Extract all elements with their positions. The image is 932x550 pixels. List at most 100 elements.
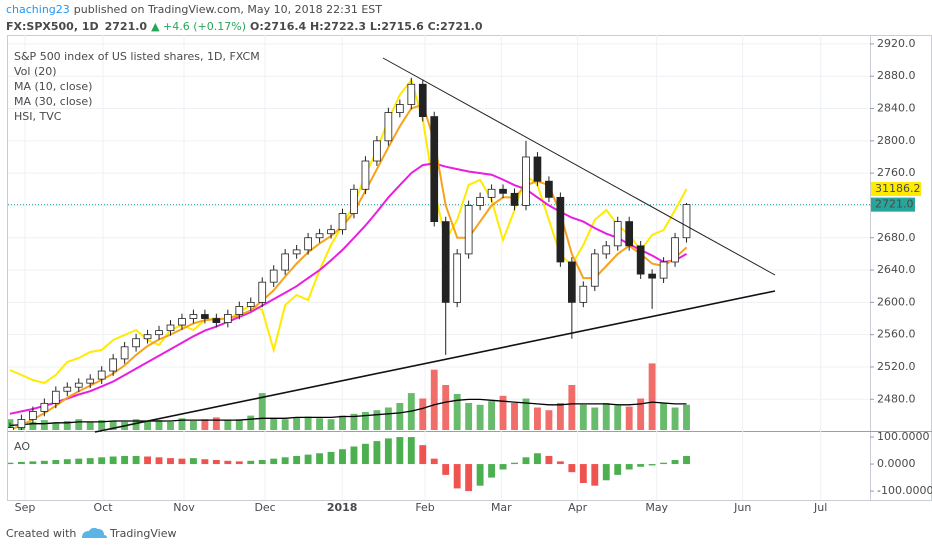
candle-body (613, 221, 622, 247)
legend-ao: AO (14, 440, 30, 453)
ao-bar (144, 456, 151, 465)
volume-bar (316, 418, 324, 430)
volume-bar (660, 403, 668, 430)
ma30-line (9, 162, 687, 415)
ao-bar (258, 460, 266, 465)
volume-bar (499, 395, 507, 430)
candle-body (636, 245, 645, 275)
candle-body (648, 273, 656, 279)
volume-bar (270, 418, 278, 430)
volume-bar (614, 405, 622, 430)
ao-bar (178, 458, 186, 465)
brand[interactable]: TradingView (109, 527, 176, 540)
legend-title: S&P 500 index of US listed shares, 1D, F… (14, 50, 260, 63)
ao-bar (167, 458, 174, 465)
x-tick-label: Dec (254, 501, 275, 514)
candle-body (201, 314, 209, 319)
candle-body (143, 334, 152, 340)
volume-bar (476, 404, 484, 430)
ao-bar (660, 462, 668, 465)
candle-body (533, 156, 542, 182)
volume-bar (144, 421, 151, 430)
ao-bar (396, 437, 404, 465)
volume-bar (591, 407, 599, 430)
y-tick-label: 2840.0 (877, 102, 916, 115)
y-tick-label: 2480.0 (877, 392, 916, 405)
x-tick-label: 2018 (327, 501, 358, 514)
candle-body (384, 112, 393, 142)
ao-bar (568, 464, 576, 473)
volume-bar (52, 422, 60, 430)
ao-bar (235, 461, 243, 465)
ao-bar (17, 461, 25, 465)
ao-bar (109, 456, 117, 465)
volume-bar (556, 403, 564, 430)
candle-body (338, 213, 347, 231)
volume-bar (40, 420, 48, 430)
x-tick-label: Sep (15, 501, 36, 514)
candle-body (281, 253, 290, 271)
candle-body (418, 83, 427, 117)
candle-body (120, 346, 129, 360)
candle-body (223, 314, 232, 323)
y-tick-label: 2680.0 (877, 231, 916, 244)
candle-body (269, 269, 278, 283)
ao-bar (499, 464, 507, 470)
volume-bar (568, 385, 576, 430)
ao-bar (132, 455, 140, 465)
volume-bar (63, 421, 71, 430)
ao-bar (293, 455, 301, 465)
ao-bar (442, 464, 450, 475)
ao-bar (488, 464, 496, 478)
ao-bar (602, 464, 610, 481)
candle-body (235, 306, 244, 315)
x-tick-label: Nov (173, 501, 195, 514)
volume-bar (384, 407, 392, 430)
y-tick-label: 2760.0 (877, 166, 916, 179)
ao-bar (361, 443, 369, 465)
candle-body (40, 402, 49, 412)
legend-ma10: MA (10, close) (14, 80, 92, 93)
volume-bar (430, 369, 438, 430)
y-tick-label: 2800.0 (877, 134, 916, 147)
ao-bar (52, 460, 60, 465)
candle-body (109, 358, 117, 372)
volume-bar (488, 401, 496, 430)
ao-bar (683, 455, 690, 465)
ao-bar (270, 458, 278, 465)
ao-bar (189, 458, 197, 465)
lower-trendline (94, 290, 776, 433)
candle-body (189, 314, 198, 319)
volume-bar (648, 363, 656, 430)
volume-bar (671, 407, 679, 430)
ao-bar (591, 464, 599, 486)
legend-ma30: MA (30, close) (14, 95, 92, 108)
ao-bar (155, 457, 163, 465)
candle-body (361, 160, 370, 190)
candle-body (155, 330, 163, 336)
candle-body (29, 411, 37, 420)
volume-bar (602, 403, 610, 430)
ao-bar (339, 449, 346, 465)
candle-body (315, 233, 324, 239)
y-tick-label: 2880.0 (877, 69, 916, 82)
x-tick-label: Feb (415, 501, 434, 514)
volume-bar (545, 410, 553, 430)
author[interactable]: chaching23 (6, 3, 70, 16)
volume-bar (304, 416, 312, 430)
logo (82, 527, 107, 538)
ao-bar (304, 454, 312, 465)
candle-body (86, 378, 95, 384)
candle-body (51, 390, 60, 404)
ao-bar (637, 464, 645, 467)
volume-bar (109, 421, 117, 430)
ao-bar (247, 460, 255, 465)
ao-bar (430, 458, 438, 465)
volume-bar (579, 404, 587, 430)
ao-bar (407, 437, 415, 465)
legend: S&P 500 index of US listed shares, 1D, F… (14, 50, 260, 453)
volume-bar (155, 420, 163, 430)
volume-bar (625, 406, 633, 430)
candle-body (17, 419, 26, 428)
